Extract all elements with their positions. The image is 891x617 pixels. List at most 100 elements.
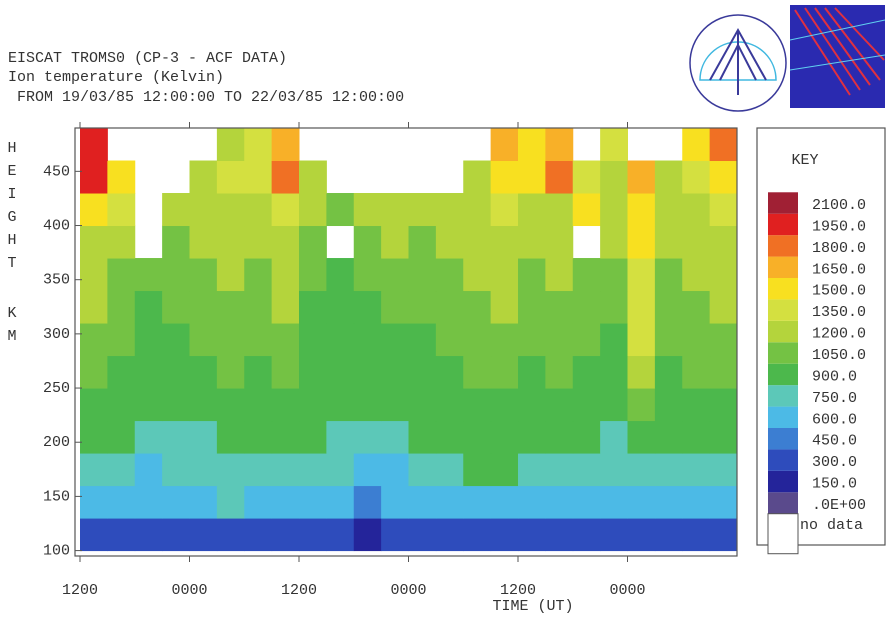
heatmap-cell [326, 518, 355, 552]
legend-swatch [768, 492, 798, 514]
y-axis-label: KM [4, 305, 21, 351]
heatmap-cell [244, 355, 273, 389]
heatmap-cell [162, 453, 190, 487]
heatmap-cell [134, 258, 163, 292]
heatmap-cell [216, 258, 245, 292]
legend-swatch [768, 213, 798, 236]
heatmap-cell [216, 420, 245, 454]
heatmap-cell [709, 388, 738, 422]
legend-no-data-swatch [767, 513, 799, 555]
legend-label: 900.0 [812, 368, 857, 385]
legend-label: 150.0 [812, 476, 857, 493]
heatmap-cell [80, 128, 108, 162]
heatmap-cell [216, 518, 245, 552]
heatmap-cell [299, 518, 327, 552]
heatmap-cell [326, 420, 355, 454]
heatmap-cell [463, 290, 492, 324]
heatmap-cell [299, 160, 327, 194]
heatmap-cell [271, 453, 300, 487]
logo-image [789, 5, 886, 108]
heatmap-cell [326, 258, 355, 292]
legend-label: .0E+00 [812, 497, 866, 514]
heatmap-cell [326, 388, 355, 422]
heatmap-cell [490, 518, 519, 552]
heatmap-cell [709, 485, 738, 519]
heatmap-cell [408, 193, 437, 227]
heatmap-cell [709, 355, 738, 389]
heatmap-cell [435, 388, 464, 422]
heatmap-cell [682, 160, 711, 194]
heatmap-cell [216, 290, 245, 324]
heatmap-cell [490, 193, 519, 227]
heatmap-cell [463, 355, 492, 389]
legend-swatch [768, 449, 798, 471]
heatmap-cell [682, 388, 711, 422]
x-tick-label: 0000 [609, 582, 645, 599]
heatmap-cell [572, 258, 601, 292]
heatmap-cell [490, 485, 519, 519]
heatmap-cell [572, 323, 601, 357]
heatmap-cell [435, 355, 464, 389]
heatmap-cell [572, 355, 601, 389]
heatmap-cell [189, 160, 218, 194]
heatmap-cell [545, 485, 574, 519]
legend-label: 1500.0 [812, 283, 866, 300]
heatmap-cell [490, 323, 519, 357]
legend-swatch [768, 235, 798, 257]
heatmap-cell [435, 258, 464, 292]
heatmap-cell [216, 160, 245, 194]
heatmap-cell [435, 518, 464, 552]
y-tick-label: 350 [43, 272, 70, 289]
heatmap-cell [80, 518, 108, 552]
legend-swatch [768, 385, 798, 407]
heatmap-cell [299, 453, 327, 487]
heatmap-cell [107, 193, 136, 227]
heatmap-cell [518, 160, 546, 194]
heatmap-cell [435, 453, 464, 487]
legend-label: 450.0 [812, 433, 857, 450]
heatmap-cell [216, 485, 245, 519]
heatmap-cell [600, 323, 628, 357]
heatmap-cell [80, 225, 108, 259]
heatmap-cell [518, 518, 546, 552]
legend-label: 600.0 [812, 411, 857, 428]
heatmap-cell [244, 290, 273, 324]
heatmap-cell [490, 355, 519, 389]
heatmap-cell [600, 485, 628, 519]
heatmap-cell [545, 128, 574, 162]
heatmap-cell [326, 355, 355, 389]
heatmap-cell [107, 225, 136, 259]
heatmap-cell [408, 258, 437, 292]
heatmap-cell [271, 258, 300, 292]
heatmap-cell [271, 323, 300, 357]
heatmap-cell [107, 388, 136, 422]
legend-label: 750.0 [812, 390, 857, 407]
heatmap-cell [271, 160, 300, 194]
heatmap-cell [381, 258, 409, 292]
heatmap-cell [244, 388, 273, 422]
heatmap-cell [299, 290, 327, 324]
heatmap-cell [134, 355, 163, 389]
heatmap-cell [709, 290, 738, 324]
heatmap-cell [545, 420, 574, 454]
heatmap-cell [134, 420, 163, 454]
heatmap-cell [572, 420, 601, 454]
heatmap-cell [463, 485, 492, 519]
heatmap-cell [244, 193, 273, 227]
x-tick-label: 1200 [500, 582, 536, 599]
heatmap-cell [353, 518, 382, 552]
heatmap-cell [518, 128, 546, 162]
heatmap-cell [572, 388, 601, 422]
heatmap-cell [134, 323, 163, 357]
heatmap-cell [80, 453, 108, 487]
heatmap-cell [435, 485, 464, 519]
legend-swatch [768, 342, 798, 364]
heatmap-cell [353, 323, 382, 357]
heatmap-cell [627, 160, 656, 194]
heatmap-cell [244, 420, 273, 454]
heatmap-cell [107, 258, 136, 292]
heatmap-cell [518, 453, 546, 487]
heatmap-cell [216, 128, 245, 162]
heatmap-cell [490, 388, 519, 422]
heatmap-cell [216, 453, 245, 487]
